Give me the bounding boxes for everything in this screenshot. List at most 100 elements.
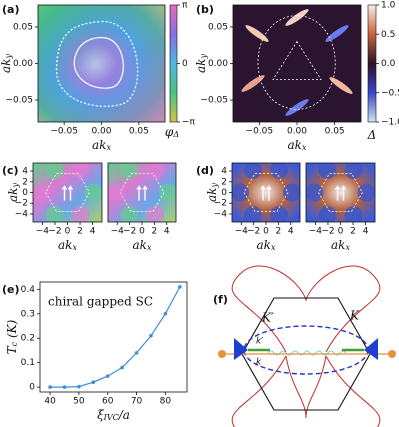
y-tick-label: 0 [221,188,227,198]
hexagon [119,173,165,212]
spin-arrow [67,185,74,201]
plot-frame [39,281,188,393]
heatmap-image [108,163,176,222]
x-tick-label: 80 [160,397,172,407]
colorbar [367,4,377,123]
axis-label: akx [288,138,307,153]
label-main: T [5,345,19,354]
feature [232,183,249,202]
feature [357,183,375,202]
y-tick-label: 2 [221,177,227,187]
y-tick-label: −0.05 [200,96,228,106]
x-tick-label: 0 [139,227,145,237]
heatmap-image [233,5,361,122]
feature [245,25,269,42]
axis-label: Δ [367,128,377,142]
wavy-line [267,350,347,356]
feature [45,206,64,222]
label-main: φ [165,125,174,139]
y-tick-label: 0.4 [21,285,36,295]
feature [344,206,363,222]
feature [108,183,125,202]
point [105,374,110,378]
valley-label: K′ [261,311,274,325]
label-main: ak [257,238,271,252]
point [91,380,96,385]
feature [344,163,363,179]
feature [84,183,102,202]
y-tick-label: 0.00 [208,59,228,69]
y-tick-label: 0 [22,188,28,198]
axis-label: akx [92,138,111,153]
label-sub: Δ [172,130,179,139]
label-sub: y [210,183,219,189]
feature [285,99,309,116]
label-main: ak [194,59,208,73]
feature [329,77,353,94]
label-sub: x [106,143,111,152]
point [134,351,139,355]
axis-label: aky [194,54,209,73]
label-sub: IVC [103,413,119,422]
x-tick-label: −4 [309,227,323,237]
label-main: ak [331,238,345,252]
feature [159,183,176,202]
colorbar-tick-label: 0.0 [381,59,396,69]
label-main: ξ [97,408,105,422]
colorbar-tick-label: 0 [182,59,188,69]
x-tick-label: −2 [123,227,136,237]
x-tick-label: 4 [288,227,294,237]
x-tick-label: 4 [164,227,170,237]
spin-arrow [142,185,148,201]
label-sub: y [4,54,13,60]
feature [244,206,262,222]
feature [244,163,262,179]
line [50,286,181,388]
spin-arrow [340,185,347,201]
y-tick-label: 0.05 [208,22,228,32]
feature [33,183,51,202]
axis-label: akx [257,238,276,253]
y-tick-label: −2 [214,199,227,209]
diagram-f: (f) K′ K k′ k [213,265,396,427]
x-tick-label: 2 [77,227,83,237]
x-tick-label: −4 [235,227,249,237]
feature [325,25,349,42]
feature [270,206,288,222]
y-tick-label: 0.00 [13,59,33,69]
valley-label: K [349,309,360,323]
heatmap-image [306,163,375,222]
feature [45,163,64,179]
point [120,365,124,370]
y-tick-label: −4 [15,209,29,219]
x-tick-label: 40 [44,397,56,407]
label-sub: x [147,243,152,252]
axis-label: Tc (K) [5,319,20,354]
hexagon [45,173,90,212]
dot [218,350,226,358]
x-tick-label: 60 [102,397,114,407]
x-tick-label: −2 [247,227,260,237]
axis-label: akx [331,238,350,253]
label-post: (K) [5,319,19,341]
point [149,333,153,338]
feature [71,163,90,179]
y-tick-label: 0 [29,383,35,393]
contour [55,20,139,107]
feature [270,163,288,179]
axis-label: ξIVC/a [97,408,130,423]
feature [306,183,324,202]
x-tick-label: −4 [111,227,125,237]
panel-label: (d) [196,164,214,177]
x-tick-label: 2 [151,227,157,237]
feature [241,75,265,92]
y-tick-label: 4 [221,167,227,177]
feature [318,163,337,179]
annotation: chiral gapped SC [48,295,153,309]
y-tick-label: 0.2 [21,334,35,344]
x-tick-label: 4 [363,227,369,237]
axis-label: aky [6,183,21,202]
spin-arrow [260,185,266,201]
y-tick-label: 4 [22,167,28,177]
hexagon [318,173,363,212]
